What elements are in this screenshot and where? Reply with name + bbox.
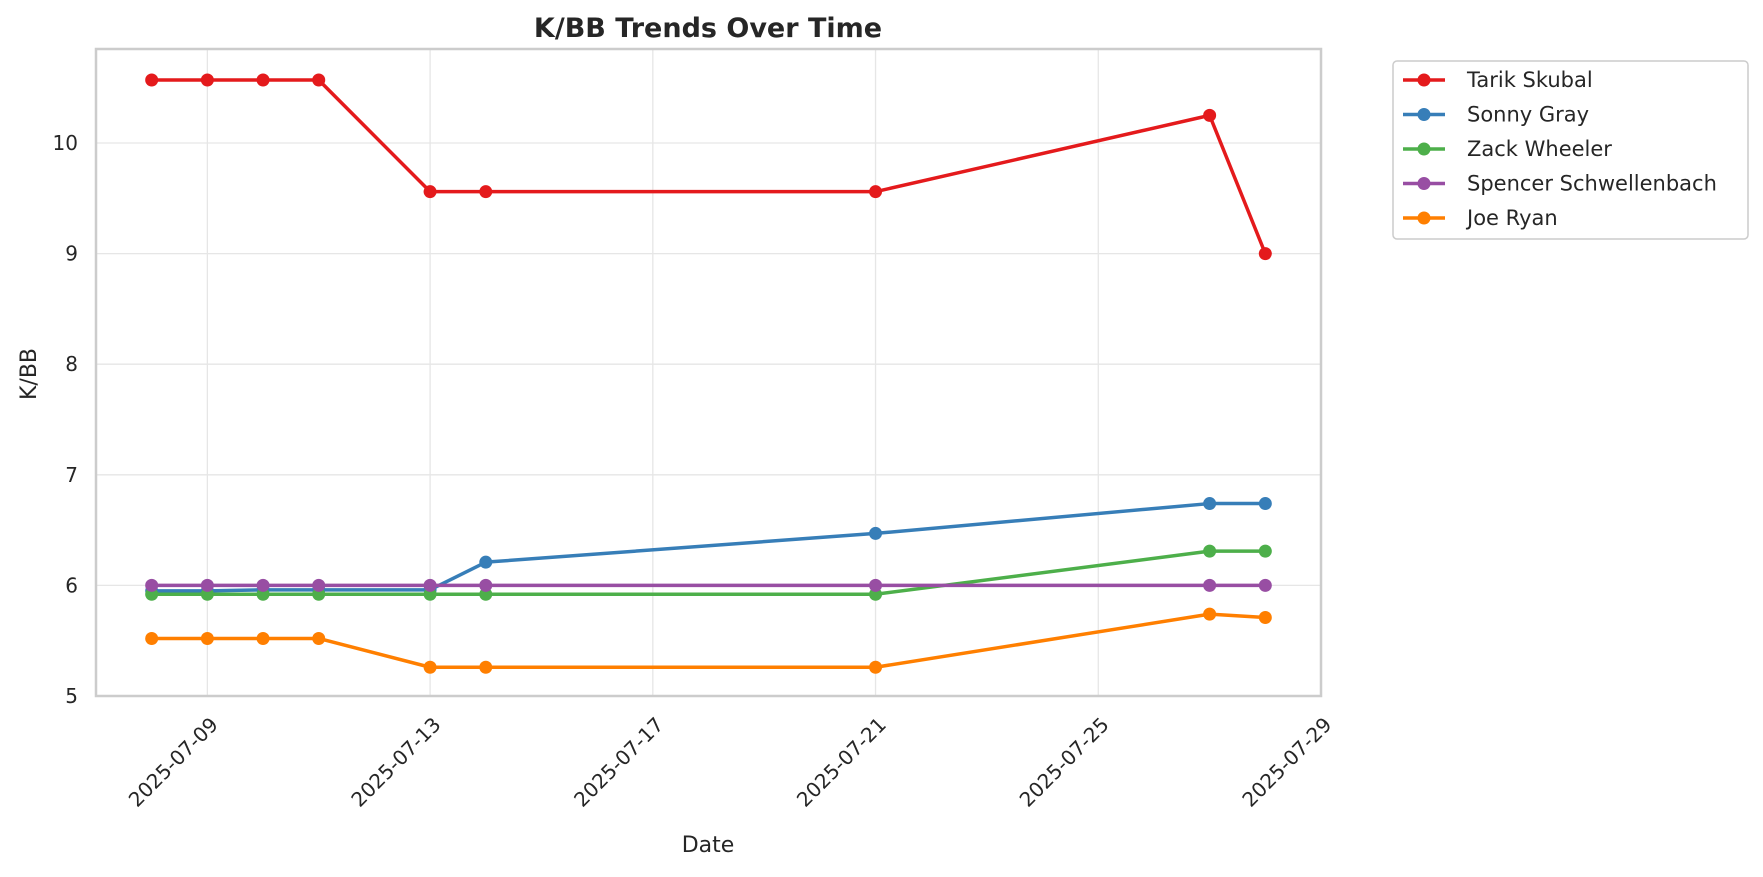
y-tick-label: 10 [53,131,78,155]
x-tick-label: 2025-07-17 [569,712,668,811]
y-axis-ticks: 5 6 7 8 9 10 [53,131,78,708]
data-point [1203,108,1217,122]
x-tick-label: 2025-07-21 [792,712,891,811]
legend-marker [1417,73,1431,87]
data-point [312,578,326,592]
data-point [479,660,493,674]
data-point [479,555,493,569]
legend-marker [1417,211,1431,225]
legend-marker [1417,108,1431,121]
data-point [256,631,270,645]
y-tick-label: 5 [65,684,78,708]
data-point [1203,497,1217,511]
data-point [256,578,270,592]
data-point [1258,497,1272,511]
legend-label: Zack Wheeler [1467,137,1612,161]
y-axis-label: K/BB [17,348,42,400]
data-point [312,73,326,87]
data-point [423,578,437,592]
data-point [479,185,493,199]
data-point [1203,607,1217,621]
plot-frame [94,47,1323,698]
data-point [423,660,437,674]
y-tick-label: 6 [65,573,78,597]
y-tick-label: 7 [65,463,78,487]
data-point [1258,578,1272,592]
data-point [869,578,883,592]
data-point [312,631,326,645]
data-point [200,578,214,592]
data-point [1258,544,1272,558]
x-tick-label: 2025-07-13 [346,712,445,811]
legend-label: Spencer Schwellenbach [1467,172,1717,196]
legend-label: Joe Ryan [1465,206,1558,230]
data-point [869,660,883,674]
x-tick-label: 2025-07-29 [1237,712,1336,811]
data-point [200,73,214,87]
data-point [1258,610,1272,624]
data-point [256,73,270,87]
legend-label: Sonny Gray [1467,103,1589,127]
data-point [423,185,437,199]
data-point [145,578,159,592]
data-point [869,185,883,199]
x-axis-ticks: 2025-07-09 2025-07-13 2025-07-17 2025-07-21… [124,712,1337,811]
data-point [1258,247,1272,261]
legend-box [1392,60,1749,240]
x-tick-label: 2025-07-25 [1015,712,1114,811]
data-point [200,631,214,645]
data-point [479,578,493,592]
legend-label: Tarik Skubal [1466,68,1593,92]
legend: Tarik Skubal Sonny Gray Zack Wheeler Spence… [1392,60,1749,240]
data-point [1203,544,1217,558]
chart-title: K/BB Trends Over Time [534,13,882,44]
data-point [145,73,159,87]
legend-marker [1417,142,1431,156]
y-tick-label: 8 [65,352,78,376]
plot-area [96,49,1321,696]
legend-marker [1417,177,1431,190]
x-tick-label: 2025-07-09 [124,712,223,811]
x-axis-label: Date [682,833,735,858]
data-point [869,526,883,540]
y-tick-label: 9 [65,242,78,266]
data-point [1203,578,1217,592]
series-group [145,73,1272,674]
data-point [145,631,159,645]
